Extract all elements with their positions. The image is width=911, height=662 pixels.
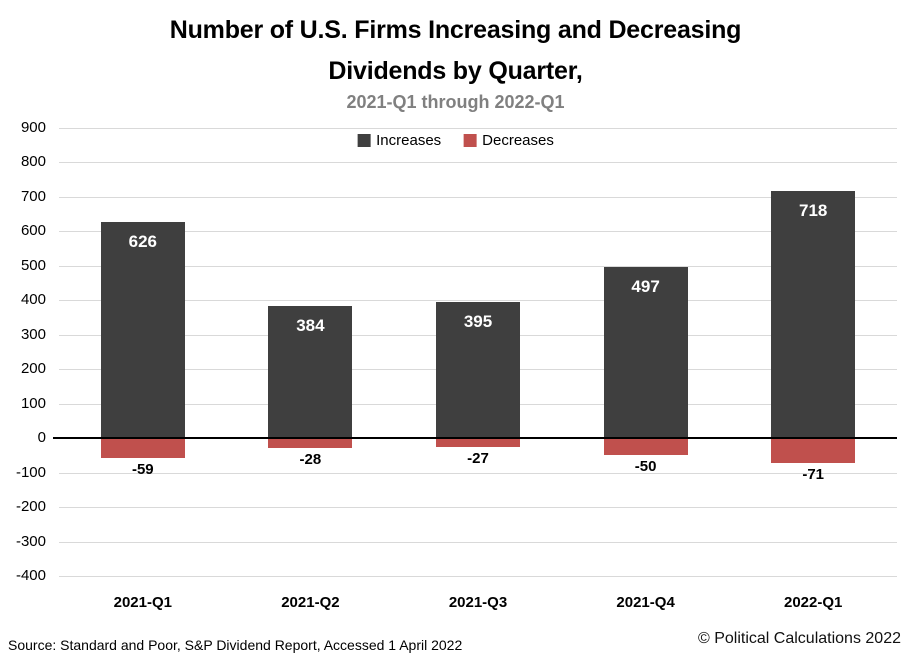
bar-value-label-increases-2021-Q3: 395	[463, 312, 493, 332]
gridline-800	[59, 162, 897, 164]
y-tick-label-900: 900	[20, 119, 46, 136]
bar-value-label-decreases-2021-Q2: -28	[299, 450, 322, 468]
y-tick-label--200: -200	[15, 498, 46, 516]
legend-item-decreases: Decreases	[463, 132, 554, 149]
bar-decreases-2022-Q1	[771, 438, 856, 463]
copyright-note: © Political Calculations 2022	[697, 630, 901, 647]
x-axis-label-2021-Q2: 2021-Q2	[281, 594, 340, 611]
bar-value-label-decreases-2021-Q4: -50	[634, 458, 657, 476]
gridline-500	[59, 265, 897, 267]
y-tick-label-100: 100	[20, 394, 46, 412]
gridline--300	[59, 541, 897, 543]
decreases-swatch-icon	[463, 134, 477, 147]
y-tick-label-700: 700	[20, 187, 46, 205]
y-tick-label-400: 400	[20, 291, 46, 309]
bar-increases-2021-Q3	[436, 302, 520, 439]
bar-decreases-2021-Q4	[603, 438, 688, 456]
y-tick-label-500: 500	[20, 256, 46, 274]
chart-title-line2: Dividends by Quarter,	[328, 57, 583, 85]
bar-value-label-increases-2021-Q1: 626	[128, 232, 157, 252]
x-axis-label-2021-Q3: 2021-Q3	[448, 594, 508, 611]
y-tick-label--400: -400	[15, 567, 46, 584]
source-note: Source: Standard and Poor, S&P Dividend …	[8, 637, 463, 653]
x-axis-label-2021-Q1: 2021-Q1	[113, 594, 172, 611]
bar-value-label-increases-2021-Q4: 497	[631, 276, 660, 296]
y-tick-label-0: 0	[37, 429, 46, 447]
increases-swatch-icon	[357, 134, 371, 147]
legend-label-decreases: Decreases	[482, 132, 554, 149]
chart-title-line1: Number of U.S. Firms Increasing and Decr…	[169, 16, 742, 44]
bar-increases-2021-Q2	[268, 305, 353, 439]
bar-value-label-decreases-2022-Q1: -71	[802, 465, 825, 483]
gridline-600	[59, 231, 897, 233]
zero-axis-line	[53, 437, 897, 440]
y-tick-label--300: -300	[15, 532, 46, 550]
y-tick-label-800: 800	[20, 153, 46, 171]
gridline--200	[59, 507, 897, 509]
bar-value-label-increases-2022-Q1: 718	[799, 200, 828, 220]
y-tick-label-300: 300	[20, 325, 46, 343]
x-axis-label-2022-Q1: 2022-Q1	[784, 594, 843, 611]
bar-decreases-2021-Q3	[436, 438, 520, 448]
bar-value-label-decreases-2021-Q3: -27	[467, 450, 489, 468]
legend-item-increases: Increases	[357, 132, 441, 149]
plot-area: 626 -59 384 -28 395 -27 497 -50 718 -71	[53, 128, 897, 577]
legend-label-increases: Increases	[376, 132, 442, 149]
bar-decreases-2021-Q1	[100, 438, 185, 459]
y-tick-label-600: 600	[20, 222, 46, 240]
gridline-900	[59, 128, 897, 129]
y-tick-label--100: -100	[15, 463, 46, 481]
chart-title: Number of U.S. Firms Increasing and Decr…	[0, 10, 911, 92]
bar-value-label-increases-2021-Q2: 384	[296, 315, 325, 335]
gridline--400	[59, 576, 897, 577]
bar-increases-2021-Q4	[603, 266, 688, 439]
bar-increases-2021-Q1	[100, 222, 185, 439]
gridline-700	[59, 196, 897, 198]
gridline--100	[59, 472, 897, 474]
chart-legend: Increases Decreases	[357, 132, 554, 149]
gridline-400	[59, 300, 897, 302]
chart-subtitle: 2021-Q1 through 2022-Q1	[346, 92, 565, 112]
y-tick-label-200: 200	[20, 360, 46, 378]
x-axis-label-2021-Q4: 2021-Q4	[616, 594, 675, 611]
bar-value-label-decreases-2021-Q1: -59	[131, 461, 154, 479]
bar-increases-2022-Q1	[771, 190, 856, 439]
bar-decreases-2021-Q2	[268, 438, 353, 448]
